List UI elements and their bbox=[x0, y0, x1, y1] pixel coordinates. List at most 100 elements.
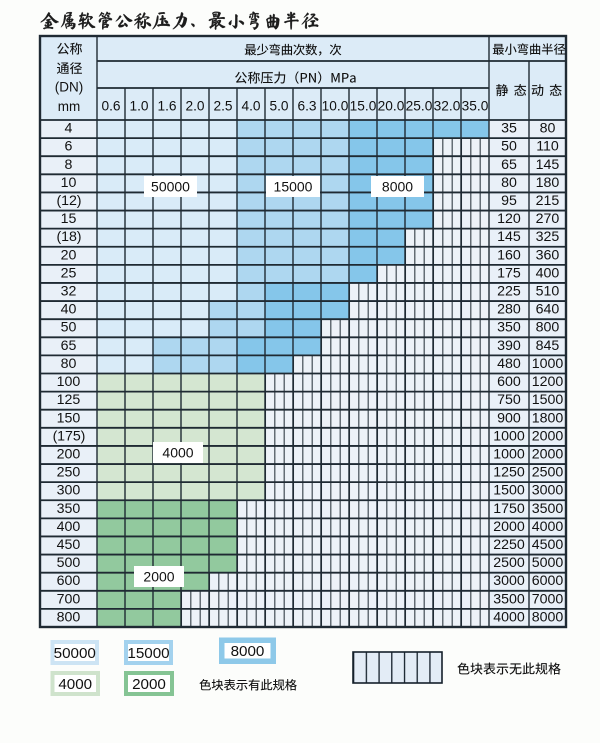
svg-text:845: 845 bbox=[536, 338, 560, 354]
svg-text:2250: 2250 bbox=[493, 537, 525, 553]
svg-text:65: 65 bbox=[501, 157, 517, 173]
svg-text:95: 95 bbox=[501, 193, 517, 209]
svg-text:900: 900 bbox=[497, 410, 521, 426]
svg-text:50: 50 bbox=[501, 139, 517, 155]
svg-text:2000: 2000 bbox=[143, 569, 174, 585]
svg-text:120: 120 bbox=[497, 211, 521, 227]
svg-text:65: 65 bbox=[61, 338, 77, 354]
svg-text:510: 510 bbox=[536, 284, 560, 300]
svg-text:25.0: 25.0 bbox=[406, 99, 433, 114]
svg-text:500: 500 bbox=[57, 555, 81, 571]
svg-text:2000: 2000 bbox=[493, 519, 525, 535]
svg-text:0.6: 0.6 bbox=[101, 99, 120, 114]
svg-text:640: 640 bbox=[536, 302, 560, 318]
svg-text:1200: 1200 bbox=[532, 374, 564, 390]
svg-text:1000: 1000 bbox=[493, 446, 525, 462]
svg-text:12: 12 bbox=[61, 193, 77, 209]
svg-text:2.0: 2.0 bbox=[185, 99, 204, 114]
svg-text:1800: 1800 bbox=[532, 410, 564, 426]
svg-text:8: 8 bbox=[65, 157, 73, 173]
svg-text:6: 6 bbox=[65, 139, 73, 155]
svg-text:175: 175 bbox=[497, 265, 521, 281]
svg-text:10.0: 10.0 bbox=[322, 99, 349, 114]
svg-text:5000: 5000 bbox=[532, 555, 564, 571]
svg-text:40: 40 bbox=[61, 302, 77, 318]
svg-text:600: 600 bbox=[497, 374, 521, 390]
svg-text:4000: 4000 bbox=[532, 519, 564, 535]
svg-text:270: 270 bbox=[536, 211, 560, 227]
svg-text:): ) bbox=[81, 428, 86, 444]
svg-text:(: ( bbox=[57, 229, 62, 245]
svg-text:(: ( bbox=[57, 193, 62, 209]
svg-text:200: 200 bbox=[57, 446, 81, 462]
svg-text:480: 480 bbox=[497, 356, 521, 372]
svg-text:150: 150 bbox=[57, 410, 81, 426]
svg-text:280: 280 bbox=[497, 302, 521, 318]
svg-text:4000: 4000 bbox=[58, 676, 92, 693]
svg-text:(DN): (DN) bbox=[55, 79, 84, 94]
svg-text:8000: 8000 bbox=[231, 643, 265, 660]
svg-text:600: 600 bbox=[57, 573, 81, 589]
svg-text:3000: 3000 bbox=[493, 573, 525, 589]
svg-text:4500: 4500 bbox=[532, 537, 564, 553]
svg-text:15.0: 15.0 bbox=[350, 99, 377, 114]
svg-text:390: 390 bbox=[497, 338, 521, 354]
svg-text:2000: 2000 bbox=[132, 676, 166, 693]
svg-text:4.0: 4.0 bbox=[241, 99, 260, 114]
svg-text:125: 125 bbox=[57, 392, 81, 408]
svg-text:10: 10 bbox=[61, 175, 77, 191]
svg-text:35: 35 bbox=[501, 121, 517, 137]
svg-text:160: 160 bbox=[497, 247, 521, 263]
svg-text:25: 25 bbox=[61, 265, 77, 281]
svg-text:3500: 3500 bbox=[532, 501, 564, 517]
svg-text:2000: 2000 bbox=[532, 428, 564, 444]
svg-text:450: 450 bbox=[57, 537, 81, 553]
svg-text:1500: 1500 bbox=[493, 483, 525, 499]
svg-text:700: 700 bbox=[57, 591, 81, 607]
svg-text:8000: 8000 bbox=[382, 179, 413, 195]
svg-text:145: 145 bbox=[497, 229, 521, 245]
svg-text:750: 750 bbox=[497, 392, 521, 408]
svg-text:35.0: 35.0 bbox=[462, 99, 489, 114]
svg-text:215: 215 bbox=[536, 193, 560, 209]
svg-text:32: 32 bbox=[61, 284, 77, 300]
svg-text:): ) bbox=[77, 229, 82, 245]
svg-text:20: 20 bbox=[61, 247, 77, 263]
svg-text:360: 360 bbox=[536, 247, 560, 263]
svg-text:15: 15 bbox=[61, 211, 77, 227]
svg-text:180: 180 bbox=[536, 175, 560, 191]
svg-text:225: 225 bbox=[497, 284, 521, 300]
svg-text:3500: 3500 bbox=[493, 591, 525, 607]
svg-text:325: 325 bbox=[536, 229, 560, 245]
svg-text:4000: 4000 bbox=[493, 609, 525, 625]
svg-text:mm: mm bbox=[58, 99, 81, 114]
svg-text:32.0: 32.0 bbox=[434, 99, 461, 114]
svg-text:50: 50 bbox=[61, 320, 77, 336]
svg-text:2000: 2000 bbox=[532, 446, 564, 462]
svg-text:6.3: 6.3 bbox=[297, 99, 316, 114]
svg-text:350: 350 bbox=[497, 320, 521, 336]
svg-text:300: 300 bbox=[57, 483, 81, 499]
svg-text:80: 80 bbox=[540, 121, 556, 137]
svg-text:15000: 15000 bbox=[127, 645, 169, 662]
svg-text:80: 80 bbox=[61, 356, 77, 372]
svg-text:1.0: 1.0 bbox=[129, 99, 148, 114]
svg-text:15000: 15000 bbox=[274, 179, 313, 195]
svg-text:175: 175 bbox=[57, 428, 81, 444]
svg-text:80: 80 bbox=[501, 175, 517, 191]
svg-text:50000: 50000 bbox=[151, 179, 190, 195]
svg-text:7000: 7000 bbox=[532, 591, 564, 607]
svg-text:1750: 1750 bbox=[493, 501, 525, 517]
svg-text:2500: 2500 bbox=[532, 465, 564, 481]
svg-text:(: ( bbox=[53, 428, 58, 444]
svg-text:145: 145 bbox=[536, 157, 560, 173]
svg-text:800: 800 bbox=[57, 609, 81, 625]
svg-text:8000: 8000 bbox=[532, 609, 564, 625]
svg-text:1000: 1000 bbox=[493, 428, 525, 444]
svg-text:400: 400 bbox=[536, 265, 560, 281]
svg-text:400: 400 bbox=[57, 519, 81, 535]
svg-text:1.6: 1.6 bbox=[157, 99, 176, 114]
svg-text:5.0: 5.0 bbox=[269, 99, 288, 114]
svg-text:2.5: 2.5 bbox=[213, 99, 232, 114]
svg-text:4000: 4000 bbox=[162, 445, 193, 461]
